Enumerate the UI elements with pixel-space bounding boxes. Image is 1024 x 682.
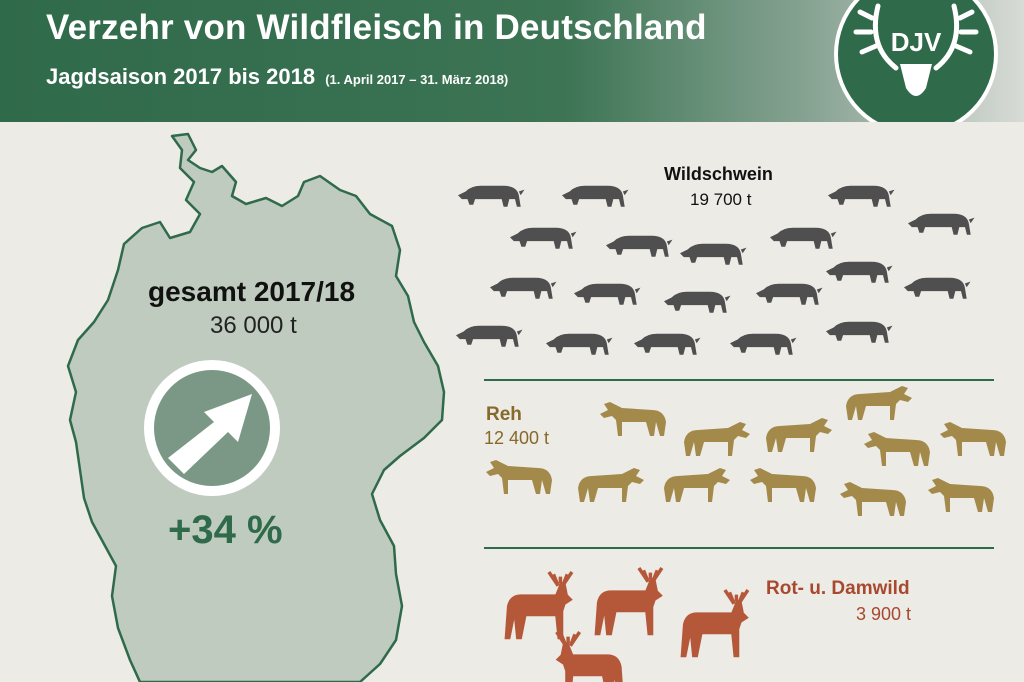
page-title: Verzehr von Wildfleisch in Deutschland — [46, 8, 707, 47]
roe-deer-icon — [750, 468, 816, 502]
roe-deer-icon — [664, 468, 730, 502]
section-divider — [484, 379, 994, 381]
roe-deer-icon — [840, 482, 906, 516]
wild-boar-icon — [770, 227, 837, 249]
logo-text: DJV — [891, 27, 942, 57]
roe-deer-icon — [846, 386, 912, 420]
roe-deer-icon — [864, 432, 930, 466]
wild-boar-icon — [490, 277, 557, 299]
wild-boar-icon — [456, 325, 523, 347]
roe-deer-icon — [600, 402, 666, 436]
wild-boar-icon — [606, 235, 673, 257]
section-divider — [484, 547, 994, 549]
wild-boar-icon — [730, 333, 797, 355]
category-name-roe: Reh — [486, 404, 522, 425]
red-deer-icon — [593, 566, 664, 637]
wild-boar-icon — [908, 213, 975, 235]
red-deer-icon — [679, 588, 750, 659]
change-percent: +34 % — [168, 508, 283, 552]
arrow-up-right-icon — [168, 394, 252, 474]
roe-deer-icon — [766, 418, 832, 452]
red-deer-icon — [554, 630, 626, 682]
total-value: 36 000 t — [210, 312, 297, 339]
red-deer-icon — [503, 570, 574, 641]
wild-boar-icon — [826, 261, 893, 283]
roe-deer-icon — [578, 468, 644, 502]
roe-deer-icon — [928, 478, 994, 512]
wild-boar-icon — [546, 333, 613, 355]
category-name-boar: Wildschwein — [664, 164, 773, 184]
stag-antlers-icon: DJV — [853, 3, 979, 96]
season-period: (1. April 2017 – 31. März 2018) — [325, 72, 509, 87]
total-label: gesamt 2017/18 — [148, 276, 356, 307]
wild-boar-icon — [826, 321, 893, 343]
wild-boar-icon — [828, 185, 895, 207]
wild-boar-icon — [756, 283, 823, 305]
wild-boar-icon — [664, 291, 731, 313]
wild-boar-icon — [510, 227, 577, 249]
trend-badge — [144, 360, 280, 496]
category-value-boar: 19 700 t — [690, 190, 752, 209]
category-value-roe: 12 400 t — [484, 428, 550, 448]
roe-deer-icon — [486, 460, 552, 494]
wild-boar-icon — [574, 283, 641, 305]
roe-deer-icon — [940, 422, 1006, 456]
season-label: Jagdsaison 2017 bis 2018 — [46, 64, 316, 89]
djv-logo: DJV — [834, 0, 998, 136]
page-subtitle: Jagdsaison 2017 bis 2018 (1. April 2017 … — [46, 64, 508, 90]
wild-boar-icon — [634, 333, 701, 355]
wild-boar-icon — [562, 185, 629, 207]
wild-boar-icon — [680, 243, 747, 265]
roe-deer-icon — [684, 422, 750, 456]
category-value-red-deer: 3 900 t — [856, 604, 912, 624]
category-name-red-deer: Rot- u. Damwild — [766, 578, 910, 599]
wild-boar-icon — [458, 185, 525, 207]
trend-badge-inner — [154, 370, 270, 486]
wild-boar-icon — [904, 277, 971, 299]
